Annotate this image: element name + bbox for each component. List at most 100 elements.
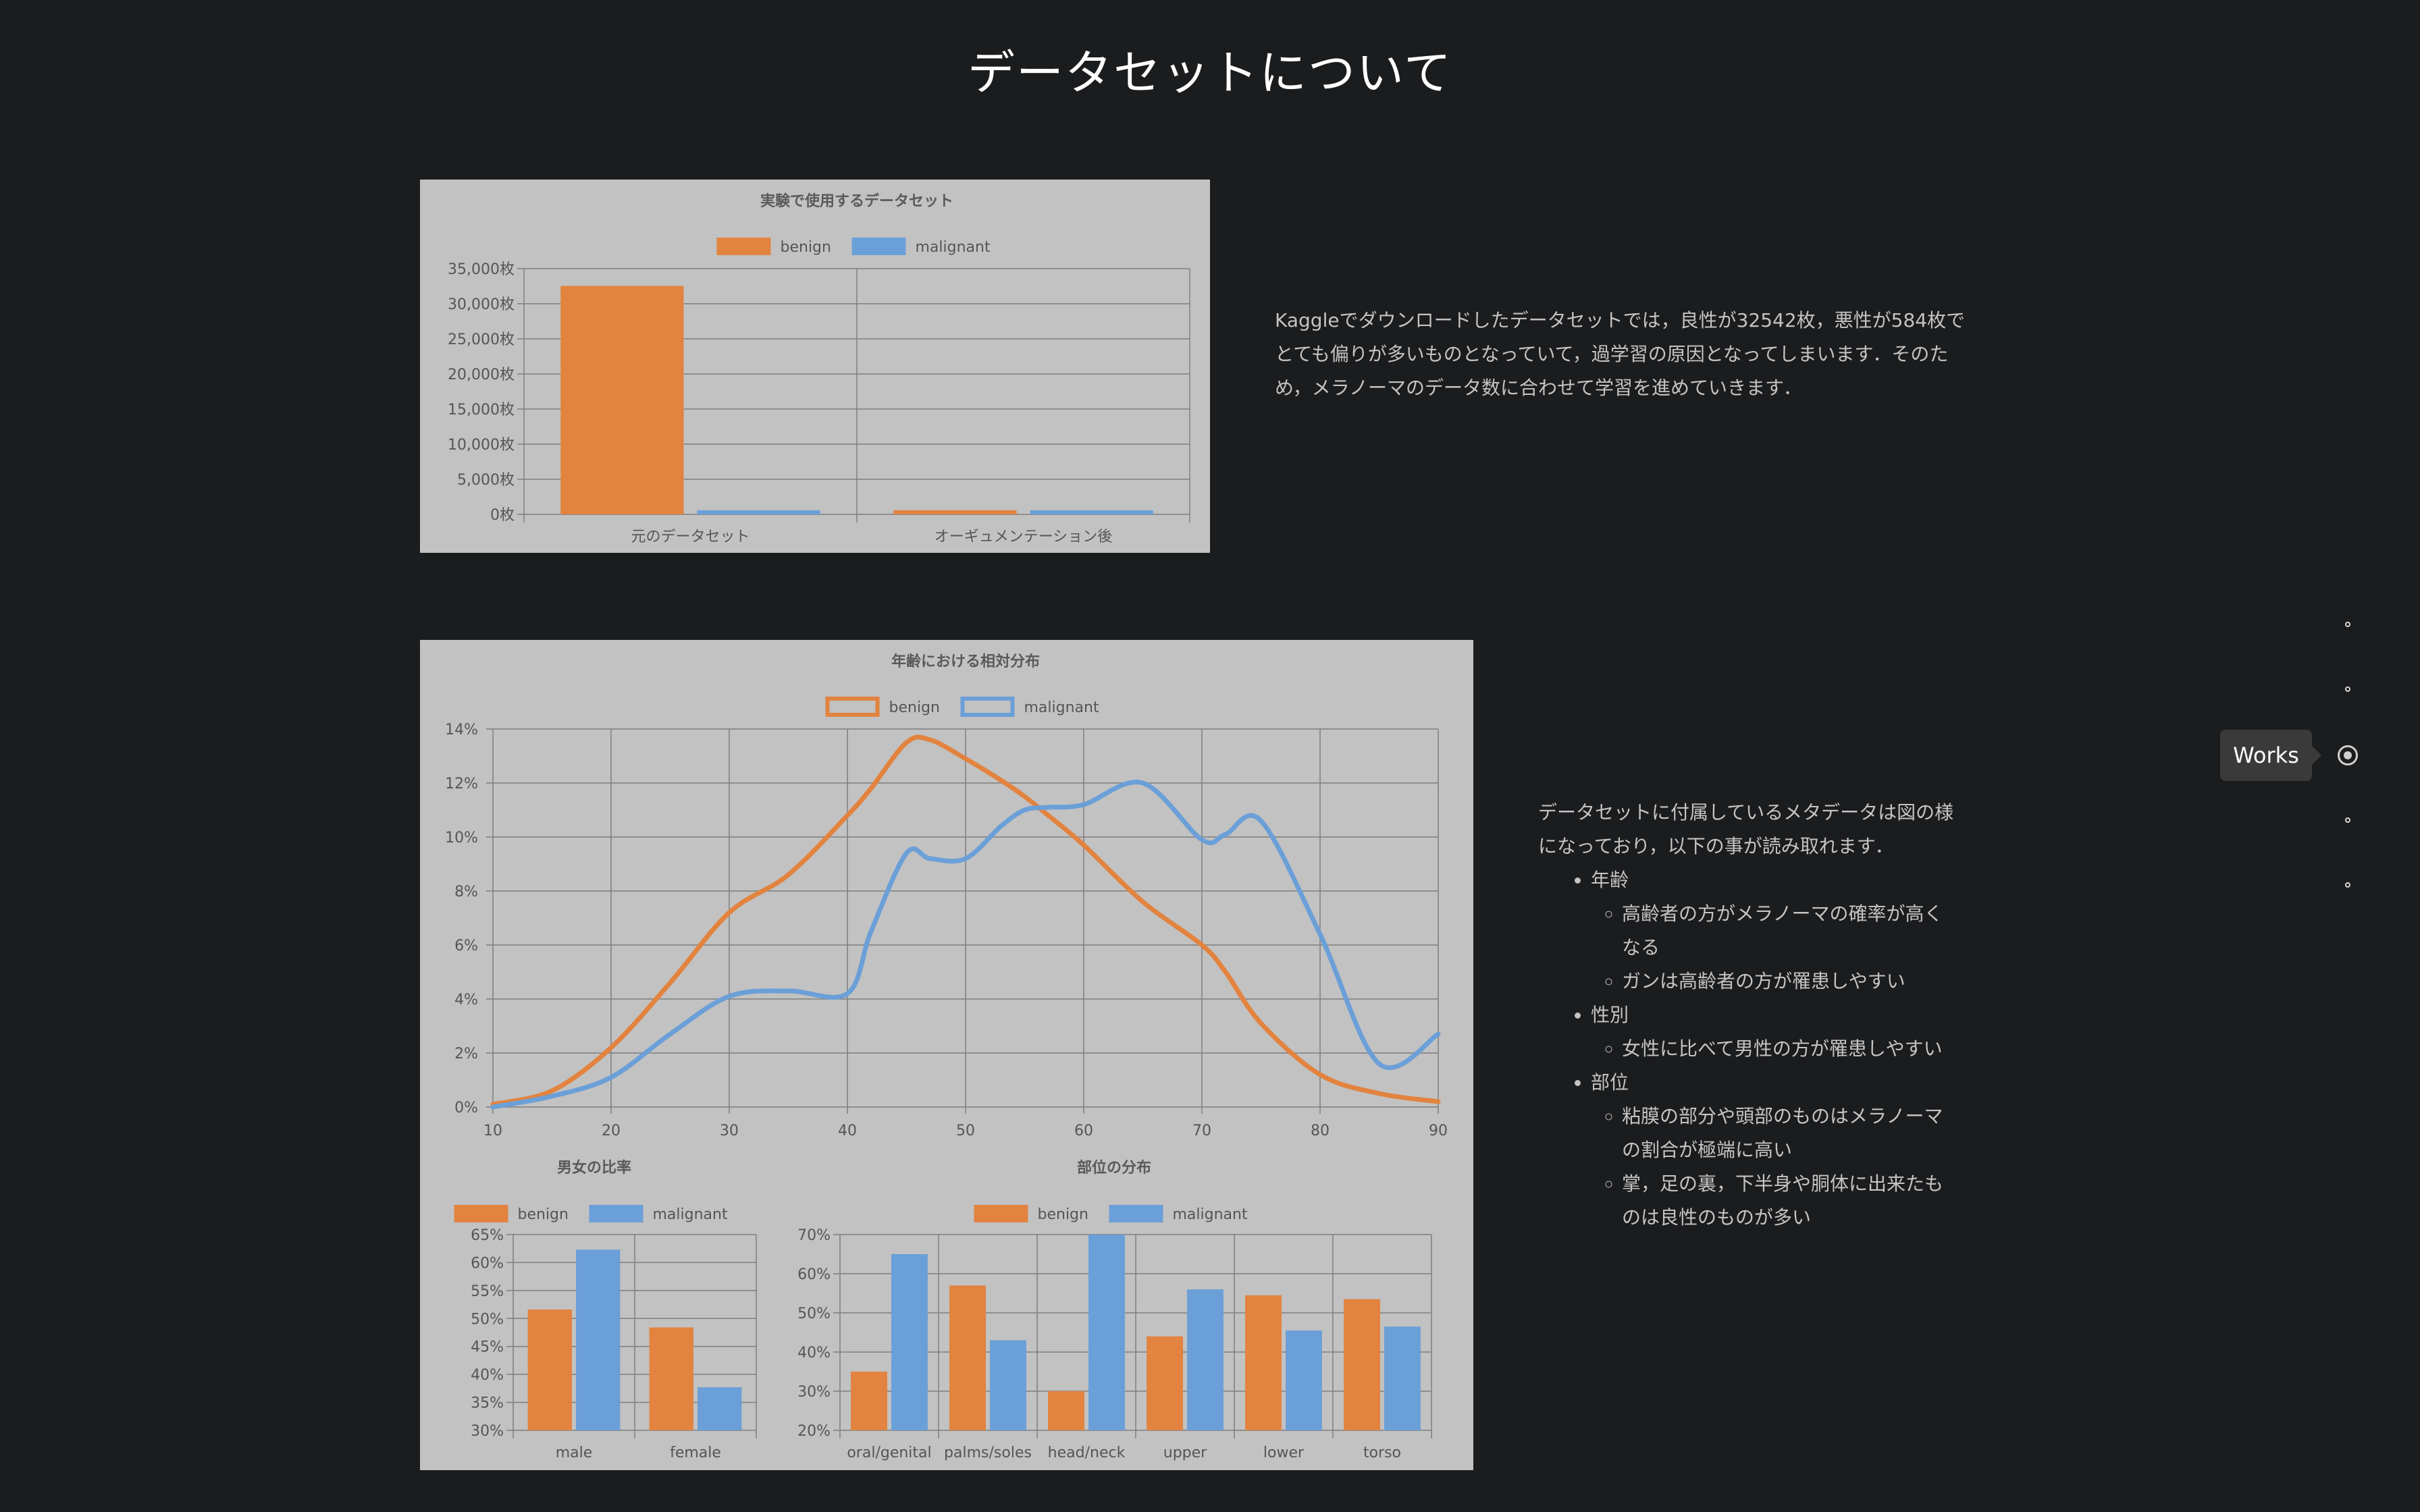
y-tick-label: 50% — [797, 1305, 831, 1322]
x-tick-label: oral/genital — [847, 1444, 931, 1461]
bar-malignant — [698, 1387, 742, 1430]
bar-benign — [851, 1372, 887, 1430]
x-tick-label: female — [670, 1444, 721, 1461]
x-tick-label: 70 — [1192, 1123, 1211, 1139]
bar-benign — [1147, 1336, 1183, 1430]
y-tick-label: 8% — [454, 884, 478, 900]
y-tick-label: 6% — [454, 938, 478, 954]
metadata-description: データセットに付属しているメタデータは図の様になっており，以下の事が読み取れます… — [1538, 796, 1957, 1235]
y-tick-label: 20,000枚 — [448, 367, 515, 383]
y-tick-label: 2% — [454, 1046, 478, 1062]
x-tick-label: torso — [1363, 1444, 1401, 1461]
bar-benign — [560, 286, 684, 514]
bar-malignant — [576, 1249, 621, 1430]
legend-label: malignant — [1173, 1206, 1248, 1223]
nav-dot-4[interactable] — [2345, 817, 2350, 823]
y-tick-label: 60% — [471, 1255, 504, 1272]
chart-title: 部位の分布 — [1077, 1159, 1151, 1177]
x-tick-label: 90 — [1429, 1123, 1448, 1139]
x-tick-label: 60 — [1074, 1123, 1093, 1139]
legend-swatch — [851, 238, 906, 255]
bar-benign — [1344, 1299, 1380, 1430]
legend-label: malignant — [916, 239, 991, 256]
bar-malignant — [1187, 1289, 1224, 1430]
x-tick-label: 50 — [956, 1123, 975, 1139]
y-tick-label: 65% — [471, 1227, 504, 1244]
legend-swatch — [960, 697, 1015, 717]
x-tick-label: upper — [1163, 1444, 1207, 1461]
y-tick-label: 35% — [471, 1395, 504, 1412]
x-tick-label: head/neck — [1048, 1444, 1126, 1461]
nav-dot-1[interactable] — [2345, 622, 2350, 627]
y-tick-label: 0% — [454, 1100, 478, 1116]
bar-benign — [949, 1285, 986, 1430]
y-tick-label: 60% — [797, 1266, 831, 1283]
y-tick-label: 45% — [471, 1339, 504, 1356]
metadata-findings-list: 年齢 高齢者の方がメラノーマの確率が高くなる ガンは高齢者の方が罹患しやすい 性… — [1538, 863, 1957, 1235]
finding-sex-item: 女性に比べて男性の方が罹患しやすい — [1622, 1032, 1957, 1066]
legend-swatch — [454, 1205, 508, 1222]
y-tick-label: 12% — [445, 776, 478, 792]
y-tick-label: 30% — [797, 1384, 831, 1401]
nav-tooltip: Works — [2220, 730, 2321, 781]
y-tick-label: 25,000枚 — [448, 331, 515, 348]
legend-swatch — [825, 697, 880, 717]
y-tick-label: 5,000枚 — [457, 472, 515, 489]
dataset-bar-chart: 実験で使用するデータセット benign malignant 0枚 5,000枚 10,0… — [448, 192, 1190, 545]
metadata-description-text: データセットに付属しているメタデータは図の様になっており，以下の事が読み取れます… — [1538, 801, 1954, 857]
legend-label: malignant — [1024, 699, 1099, 716]
finding-age-item: 高齢者の方がメラノーマの確率が高くなる — [1622, 897, 1957, 965]
x-tick-label: 20 — [602, 1123, 621, 1139]
metadata-chart-card: 年齢における相対分布 benign malignant 0% 2% 4% 6% 8% 10% 12… — [420, 640, 1473, 1470]
y-tick-label: 40% — [797, 1345, 831, 1361]
page-title: データセットについて — [968, 45, 1452, 101]
y-tick-label: 30% — [471, 1423, 504, 1440]
legend-label: benign — [1038, 1206, 1088, 1223]
x-tick-label: オーギュメンテーション後 — [935, 529, 1113, 545]
y-tick-label: 40% — [471, 1367, 504, 1384]
y-tick-label: 50% — [471, 1311, 504, 1328]
bar-benign — [893, 510, 1017, 514]
metadata-charts: 年齢における相対分布 benign malignant 0% 2% 4% 6% 8% 10% 12… — [445, 653, 1448, 1461]
dataset-description-text: Kaggleでダウンロードしたデータセットでは，良性が32542枚，悪性が584… — [1275, 309, 1966, 399]
bar-malignant — [990, 1340, 1026, 1430]
x-tick-label: male — [556, 1444, 593, 1461]
chart-title: 年齢における相対分布 — [891, 653, 1040, 670]
finding-age-item: ガンは高齢者の方が罹患しやすい — [1622, 965, 1957, 998]
x-tick-label: 80 — [1311, 1123, 1330, 1139]
x-tick-label: 10 — [483, 1123, 502, 1139]
legend-label: benign — [889, 699, 940, 716]
nav-dot-3-active[interactable] — [2338, 745, 2358, 765]
bar-malignant — [1030, 510, 1153, 514]
y-tick-label: 55% — [471, 1283, 504, 1300]
x-tick-label: lower — [1263, 1444, 1305, 1461]
bar-malignant — [1286, 1330, 1322, 1430]
y-tick-label: 30,000枚 — [448, 296, 515, 313]
finding-site-item: 粘膜の部分や頭部のものはメラノーマの割合が極端に高い — [1622, 1100, 1957, 1167]
finding-age-label: 年齢 — [1591, 869, 1629, 891]
x-tick-label: 40 — [838, 1123, 857, 1139]
line-benign — [490, 734, 1441, 1107]
y-tick-label: 15,000枚 — [448, 402, 515, 418]
nav-dot-2[interactable] — [2345, 686, 2350, 692]
bar-benign — [1048, 1391, 1084, 1430]
legend-swatch — [716, 238, 771, 255]
nav-dot-5[interactable] — [2345, 882, 2350, 888]
finding-age: 年齢 高齢者の方がメラノーマの確率が高くなる ガンは高齢者の方が罹患しやすい — [1591, 863, 1957, 998]
finding-sex-label: 性別 — [1591, 1004, 1629, 1026]
y-tick-label: 10,000枚 — [448, 437, 515, 454]
y-tick-label: 0枚 — [490, 507, 515, 524]
legend-label: benign — [781, 239, 831, 256]
finding-site-label: 部位 — [1591, 1071, 1629, 1094]
legend-label: benign — [518, 1206, 569, 1223]
chart-title: 実験で使用するデータセット — [760, 192, 953, 210]
x-tick-label: 30 — [720, 1123, 739, 1139]
y-tick-label: 4% — [454, 992, 478, 1008]
legend-label: malignant — [653, 1206, 728, 1223]
legend-swatch — [589, 1205, 643, 1222]
y-tick-label: 35,000枚 — [448, 261, 515, 278]
bar-benign — [527, 1310, 572, 1430]
x-tick-label: palms/soles — [944, 1444, 1032, 1461]
legend-swatch — [1109, 1205, 1163, 1222]
dataset-chart-card: 実験で使用するデータセット benign malignant 0枚 5,000枚 10,0… — [420, 180, 1210, 553]
